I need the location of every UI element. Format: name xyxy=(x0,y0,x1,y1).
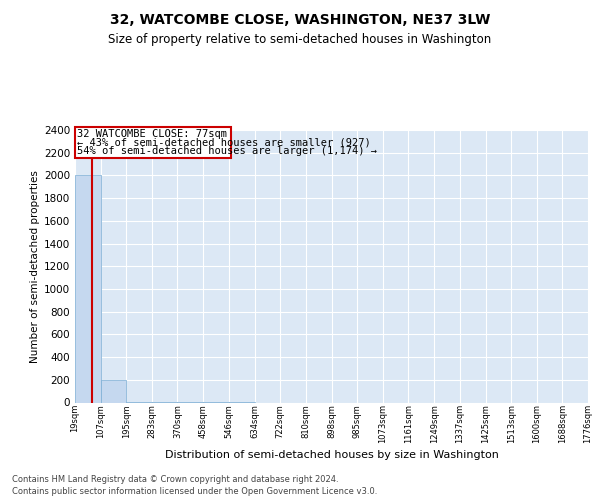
Bar xyxy=(75,176,101,402)
Bar xyxy=(101,380,127,402)
Bar xyxy=(75,126,232,158)
Text: 32, WATCOMBE CLOSE, WASHINGTON, NE37 3LW: 32, WATCOMBE CLOSE, WASHINGTON, NE37 3LW xyxy=(110,12,490,26)
Text: 32 WATCOMBE CLOSE: 77sqm: 32 WATCOMBE CLOSE: 77sqm xyxy=(77,129,227,139)
Text: ← 43% of semi-detached houses are smaller (927): ← 43% of semi-detached houses are smalle… xyxy=(77,138,371,147)
Text: Contains HM Land Registry data © Crown copyright and database right 2024.: Contains HM Land Registry data © Crown c… xyxy=(12,475,338,484)
Y-axis label: Number of semi-detached properties: Number of semi-detached properties xyxy=(30,170,40,362)
Text: 54% of semi-detached houses are larger (1,174) →: 54% of semi-detached houses are larger (… xyxy=(77,146,377,156)
Text: Contains public sector information licensed under the Open Government Licence v3: Contains public sector information licen… xyxy=(12,487,377,496)
X-axis label: Distribution of semi-detached houses by size in Washington: Distribution of semi-detached houses by … xyxy=(164,450,499,460)
Text: Size of property relative to semi-detached houses in Washington: Size of property relative to semi-detach… xyxy=(109,32,491,46)
